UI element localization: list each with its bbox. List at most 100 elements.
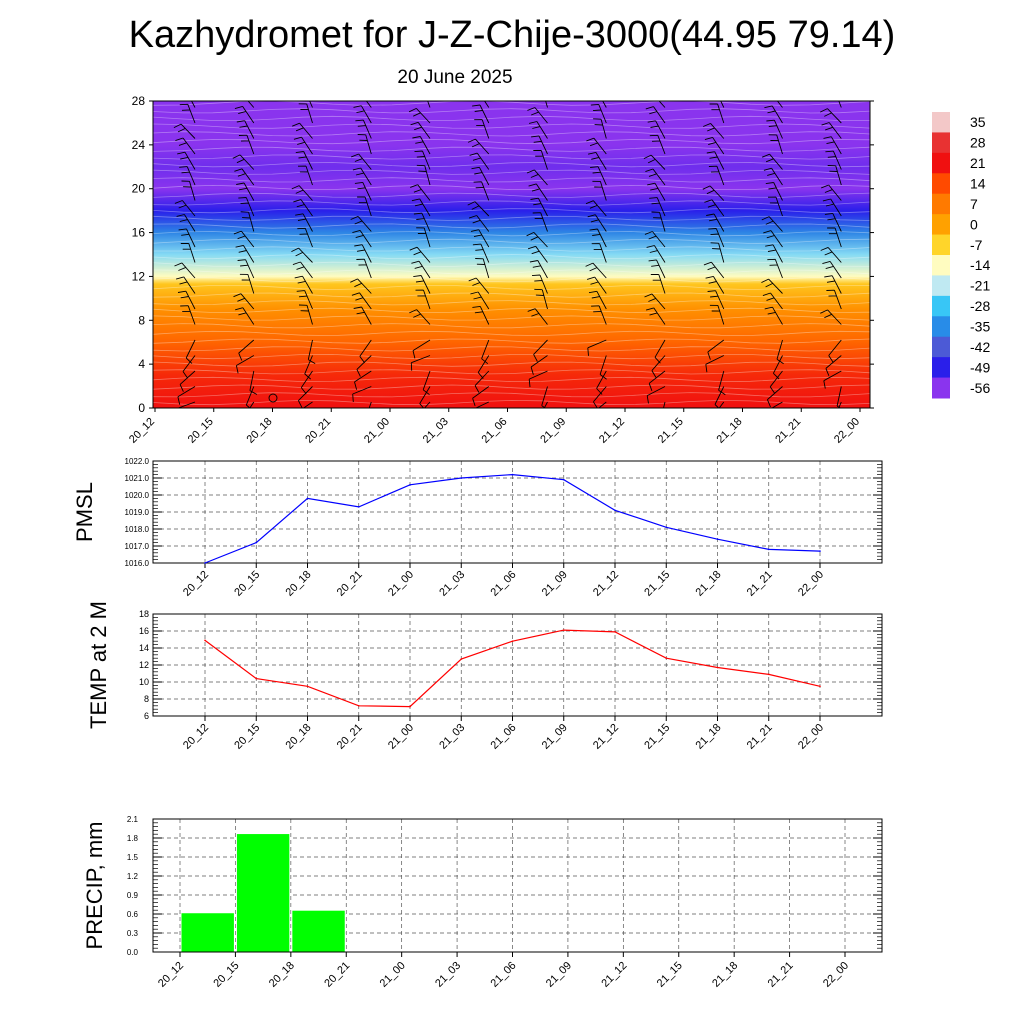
wind-barb bbox=[764, 105, 783, 124]
wind-barb bbox=[767, 196, 783, 217]
y-tick-label: 2.1 bbox=[127, 815, 139, 824]
x-tick-label: 21_15 bbox=[656, 416, 686, 446]
wind-barb bbox=[823, 370, 842, 389]
wind-barb bbox=[467, 138, 490, 155]
wind-barb bbox=[354, 370, 372, 390]
wind-barb bbox=[591, 243, 607, 263]
wind-barb bbox=[356, 258, 372, 279]
x-tick-label: 20_12 bbox=[156, 960, 186, 990]
colorbar-label: 0 bbox=[970, 216, 978, 232]
wind-barb bbox=[235, 244, 255, 263]
y-tick-label: 8 bbox=[138, 313, 145, 327]
wind-barb bbox=[181, 180, 196, 201]
wind-barb bbox=[889, 387, 901, 410]
precip-bar bbox=[235, 833, 291, 953]
wind-barb bbox=[295, 151, 313, 170]
wind-barb bbox=[232, 154, 255, 170]
wind-barb bbox=[593, 386, 607, 408]
colorbar-swatch bbox=[932, 173, 950, 195]
plot-frame bbox=[152, 818, 883, 953]
wind-barb bbox=[708, 165, 725, 186]
wind-barb bbox=[591, 305, 607, 325]
x-tick-label: 21_12 bbox=[599, 960, 629, 990]
wind-barb bbox=[761, 216, 783, 232]
temperature-contour-line bbox=[153, 277, 870, 283]
wind-barb bbox=[481, 339, 490, 365]
wind-barb bbox=[351, 153, 372, 170]
wind-barb bbox=[249, 370, 258, 395]
colorbar-swatch bbox=[932, 295, 950, 317]
x-tick-label: 20_18 bbox=[284, 722, 314, 752]
wind-barb bbox=[409, 309, 431, 325]
colorbar-label: -28 bbox=[970, 298, 990, 314]
data-point bbox=[511, 640, 514, 642]
precip-bar bbox=[291, 909, 346, 953]
wind-barb bbox=[707, 290, 725, 310]
wind-barb bbox=[473, 181, 490, 201]
wind-barb bbox=[821, 122, 842, 139]
temperature-wind-cross-section: 0 4 8 12 16 20 24 28 20_12 20_15 20_18 20_21 21_00 21… bbox=[127, 91, 903, 446]
wind-barb bbox=[307, 339, 316, 364]
wind-barb bbox=[828, 339, 842, 363]
wind-barb bbox=[881, 91, 900, 108]
temperature-contour-line bbox=[153, 361, 870, 367]
wind-barb bbox=[708, 228, 725, 248]
temperature-contour-line bbox=[153, 399, 870, 406]
y-tick-label: 4 bbox=[138, 357, 145, 371]
x-tick-label: 21_09 bbox=[540, 569, 570, 599]
wind-barb bbox=[823, 136, 842, 155]
wind-barb bbox=[352, 167, 372, 186]
wind-barb bbox=[880, 216, 900, 232]
colorbar-label: 35 bbox=[970, 114, 986, 130]
wind-barb bbox=[298, 304, 313, 325]
y-tick-label: 12 bbox=[139, 660, 149, 670]
wind-barb bbox=[886, 402, 900, 423]
wind-barb bbox=[776, 339, 784, 365]
temperature-colorbar: 35 28 21 14 7 0 -7 -14 -21 -28 -35 -42 -49 -56 bbox=[932, 112, 990, 399]
wind-barb bbox=[180, 243, 196, 263]
wind-barb bbox=[353, 105, 372, 124]
wind-barb bbox=[178, 228, 196, 248]
wind-barb bbox=[765, 182, 783, 201]
wind-barb bbox=[896, 356, 903, 380]
wind-barb bbox=[658, 101, 666, 108]
wind-barb bbox=[879, 139, 900, 154]
temperature-contour-line bbox=[153, 246, 870, 252]
colorbar-label: 14 bbox=[970, 176, 986, 192]
y-tick-label: 1021.0 bbox=[125, 474, 150, 483]
wind-barb bbox=[176, 214, 196, 232]
wind-barb bbox=[357, 196, 372, 217]
wind-barb bbox=[646, 245, 666, 263]
temperature-contour-line bbox=[153, 101, 870, 106]
wind-barb bbox=[527, 245, 548, 263]
wind-barb bbox=[528, 121, 548, 139]
x-tick-label: 21_18 bbox=[694, 569, 724, 599]
y-tick-label: 12 bbox=[132, 269, 146, 283]
wind-barb bbox=[174, 200, 196, 217]
wind-barb bbox=[772, 355, 783, 380]
wind-barb bbox=[408, 107, 431, 124]
data-point bbox=[767, 548, 770, 551]
wind-barb bbox=[649, 197, 666, 217]
cross-section-frame bbox=[152, 100, 871, 409]
x-tick-label: 20_12 bbox=[127, 416, 157, 446]
wind-barb bbox=[527, 308, 548, 325]
x-tick-label: 21_21 bbox=[745, 569, 775, 599]
temperature-contour-line bbox=[153, 285, 870, 291]
wind-barb bbox=[651, 355, 666, 378]
colorbar-swatch bbox=[932, 193, 950, 215]
temperature-contour-line bbox=[153, 238, 870, 244]
wind-barb bbox=[410, 121, 431, 139]
wind-barb bbox=[350, 278, 372, 294]
temperature-contour-line bbox=[153, 177, 870, 183]
wind-barb bbox=[292, 122, 313, 139]
wind-barb bbox=[185, 339, 196, 364]
colorbar-label: -21 bbox=[970, 278, 990, 294]
x-tick-label: 21_12 bbox=[591, 569, 621, 599]
wind-barb bbox=[474, 119, 490, 139]
wind-barb bbox=[533, 150, 548, 170]
wind-barb bbox=[530, 355, 548, 375]
wind-barb bbox=[484, 101, 490, 108]
data-point bbox=[204, 562, 206, 564]
data-point bbox=[511, 473, 514, 476]
